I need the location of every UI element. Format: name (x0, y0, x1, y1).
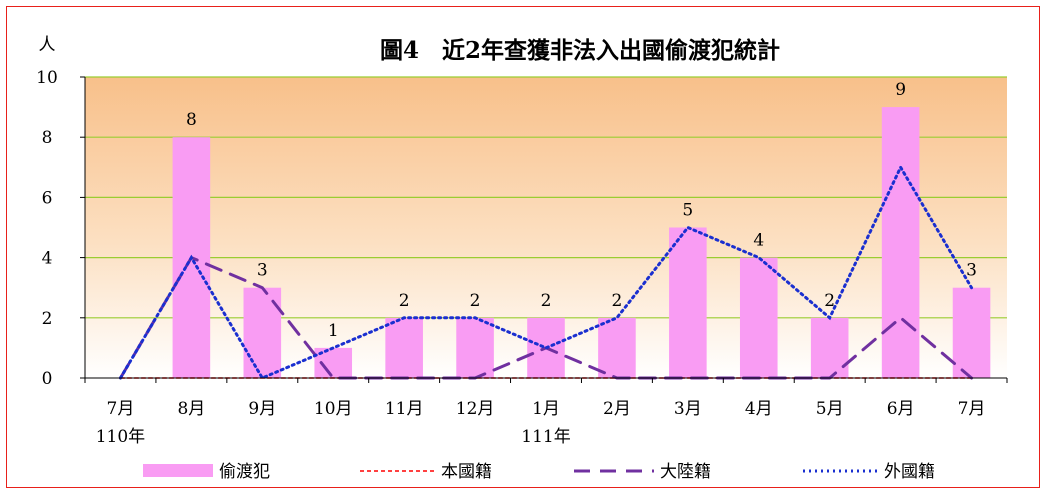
x-tick-label: 12月 (456, 399, 495, 419)
data-label: 9 (895, 80, 906, 100)
x-tick-label: 9月 (248, 399, 276, 419)
data-label: 2 (824, 291, 835, 311)
bar (598, 317, 636, 378)
bar (952, 287, 991, 378)
data-label: 2 (399, 291, 410, 311)
data-label: 2 (541, 291, 552, 311)
legend-label: 大陸籍 (660, 462, 711, 482)
bar-series (172, 107, 991, 378)
x-tick-label: 10月 (314, 399, 353, 419)
legend-label: 本國籍 (441, 462, 492, 482)
data-label: 2 (612, 291, 623, 311)
x-tick-label: 8月 (177, 399, 205, 419)
legend: 偷渡犯 本國籍 大陸籍 外國籍 (143, 462, 935, 482)
x-tick-label: 3月 (674, 399, 702, 419)
chart-title: 圖4 近2年查獲非法入出國偷渡犯統計 (380, 37, 780, 64)
y-tick-label: 2 (42, 309, 53, 329)
y-tick-label: 4 (42, 249, 53, 269)
x-year-label: 110年 (96, 427, 145, 447)
y-tick-label: 10 (36, 68, 58, 88)
bar (243, 287, 282, 378)
data-label: 1 (328, 321, 339, 341)
bar (669, 227, 707, 378)
x-tick-label: 2月 (603, 399, 631, 419)
data-labels: 8 3 1 2 2 2 2 5 4 2 9 3 (186, 80, 977, 341)
data-label: 8 (186, 110, 197, 130)
x-year-label: 111年 (521, 427, 570, 447)
data-label: 2 (470, 291, 481, 311)
bar (385, 317, 423, 378)
y-axis-ticks: 0 2 4 6 8 10 (36, 68, 85, 389)
legend-label: 外國籍 (884, 462, 935, 482)
y-axis-unit-label: 人 (39, 35, 56, 55)
y-tick-label: 6 (42, 188, 53, 208)
legend-swatch (143, 464, 213, 477)
bar (810, 317, 849, 378)
x-tick-label: 5月 (816, 399, 844, 419)
y-tick-label: 0 (42, 369, 53, 389)
gridlines (85, 76, 1007, 319)
x-tick-label: 4月 (745, 399, 773, 419)
x-tick-label: 1月 (532, 399, 560, 419)
data-label: 5 (682, 201, 693, 221)
data-label: 3 (966, 261, 977, 281)
x-tick-label: 7月 (107, 399, 135, 419)
data-label: 3 (257, 261, 268, 281)
bar (881, 107, 920, 378)
y-tick-label: 8 (42, 128, 53, 148)
x-tick-label: 7月 (958, 399, 986, 419)
x-tick-label: 11月 (385, 399, 424, 419)
data-label: 4 (753, 231, 764, 251)
legend-label: 偷渡犯 (219, 462, 270, 482)
x-tick-label: 6月 (887, 399, 915, 419)
bar (739, 257, 778, 378)
x-axis-ticks: 7月 8月 9月 10月 11月 12月 1月 2月 3月 4月 5月 6月 7月 110年 111年 (84, 378, 1008, 447)
bar (456, 317, 494, 378)
